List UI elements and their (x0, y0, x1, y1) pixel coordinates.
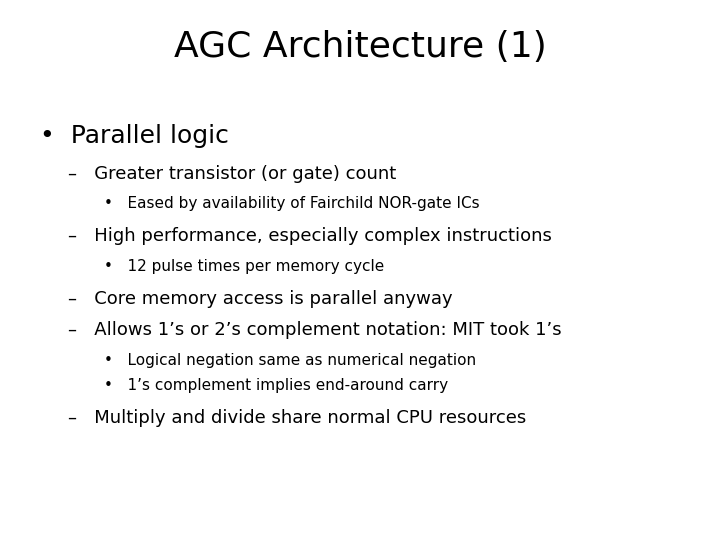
Text: –   Greater transistor (or gate) count: – Greater transistor (or gate) count (68, 165, 397, 183)
Text: •   Eased by availability of Fairchild NOR-gate ICs: • Eased by availability of Fairchild NOR… (104, 196, 480, 211)
Text: –   High performance, especially complex instructions: – High performance, especially complex i… (68, 227, 552, 245)
Text: •   1’s complement implies end-around carry: • 1’s complement implies end-around carr… (104, 378, 449, 393)
Text: •  Parallel logic: • Parallel logic (40, 124, 228, 148)
Text: –   Core memory access is parallel anyway: – Core memory access is parallel anyway (68, 290, 453, 308)
Text: –   Allows 1’s or 2’s complement notation: MIT took 1’s: – Allows 1’s or 2’s complement notation:… (68, 321, 562, 339)
Text: AGC Architecture (1): AGC Architecture (1) (174, 30, 546, 64)
Text: •   Logical negation same as numerical negation: • Logical negation same as numerical neg… (104, 353, 477, 368)
Text: •   12 pulse times per memory cycle: • 12 pulse times per memory cycle (104, 259, 384, 274)
Text: –   Multiply and divide share normal CPU resources: – Multiply and divide share normal CPU r… (68, 409, 526, 427)
